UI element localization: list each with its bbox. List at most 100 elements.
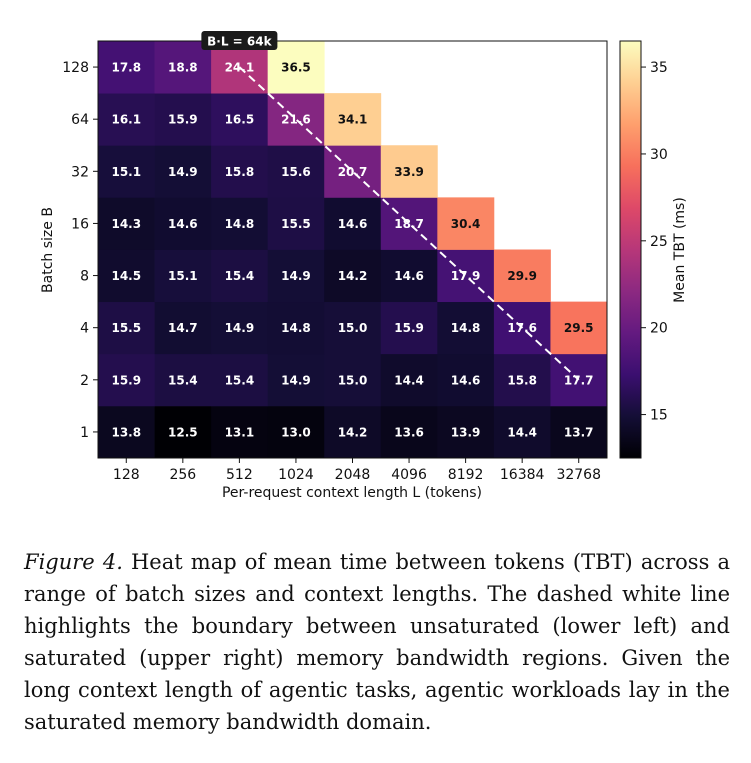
heatmap-cell (267, 405, 325, 459)
heatmap-cell (98, 197, 155, 250)
colorbar-ticks: 15 20 25 30 35 (641, 60, 668, 424)
cell-value-label: 15.9 (168, 113, 198, 127)
heatmap-cell (380, 353, 438, 407)
heatmap-cell (267, 145, 325, 198)
heatmap-cell (211, 301, 269, 355)
cell-value-label: 16.5 (225, 113, 255, 127)
heatmap-cell (324, 301, 382, 355)
boundary-label-box (201, 31, 278, 50)
cell-value-label: 15.0 (338, 373, 368, 387)
heatmap-cell (324, 93, 382, 146)
heatmap-cell (98, 405, 155, 459)
x-tick-label: 4096 (391, 467, 427, 483)
heatmap-cell (493, 249, 551, 303)
heatmap-cell (550, 405, 608, 459)
figure-label: Figure 4. (24, 550, 123, 574)
heatmap-cell (154, 93, 212, 146)
heatmap-cell (267, 93, 325, 146)
cell-value-label: 14.8 (451, 321, 481, 335)
cell-value-label: 14.9 (281, 373, 311, 387)
cell-value-label: 18.8 (168, 61, 198, 75)
heatmap-cell (154, 197, 212, 250)
heatmap-cell (437, 353, 495, 407)
y-tick-label: 4 (80, 321, 89, 337)
cell-value-label: 34.1 (338, 113, 368, 127)
heatmap-cell (437, 405, 495, 459)
caption-text: Heat map of mean time between tokens (TB… (24, 550, 730, 734)
cell-value-label: 14.4 (507, 425, 537, 439)
heatmap-cell (211, 249, 269, 303)
cell-value-label: 15.8 (225, 165, 255, 179)
heatmap-cell (324, 145, 382, 198)
heatmap-cell (380, 145, 438, 198)
heatmap-chart: 13.8 12.5 13.1 13.0 14.2 13.6 13.9 14.4 13.7 15.9… (40, 31, 688, 501)
y-tick-label: 2 (80, 373, 89, 389)
heatmap-cell (267, 353, 325, 407)
y-tick-label: 32 (71, 164, 89, 180)
cell-value-label: 16.1 (111, 113, 141, 127)
heatmap-cell (324, 405, 382, 459)
cell-value-label: 17.9 (451, 269, 481, 283)
cell-value-label: 36.5 (281, 61, 311, 75)
cell-value-label: 14.2 (338, 425, 368, 439)
heatmap-cell (380, 197, 438, 250)
colorbar-tick-label: 15 (650, 408, 668, 424)
cell-value-label: 33.9 (394, 165, 424, 179)
heatmap-cell (267, 41, 325, 94)
y-tick-label: 128 (62, 60, 89, 76)
colorbar-tick-label: 30 (650, 147, 668, 163)
cell-value-label: 15.1 (111, 165, 141, 179)
cell-value-label: 14.9 (168, 165, 198, 179)
y-tick-label: 1 (80, 425, 89, 441)
colorbar (619, 40, 642, 459)
cell-value-label: 15.9 (111, 373, 141, 387)
cell-value-label: 13.1 (225, 425, 255, 439)
cell-value-label: 15.9 (394, 321, 424, 335)
cell-value-label: 14.9 (225, 321, 255, 335)
colorbar-tick-label: 35 (650, 60, 668, 76)
heatmap-cell (98, 249, 155, 303)
cell-value-label: 13.7 (564, 425, 594, 439)
heatmap-cell (211, 93, 269, 146)
x-tick-label: 1024 (278, 467, 314, 483)
heatmap-cell (211, 197, 269, 250)
y-axis-title: Batch size B (40, 207, 56, 293)
cell-value-label: 13.0 (281, 425, 311, 439)
cell-value-label: 18.7 (394, 217, 424, 231)
heatmap-cell (380, 249, 438, 303)
x-tick-label: 16384 (500, 467, 545, 483)
x-axis-title: Per-request context length L (tokens) (222, 485, 482, 501)
cell-value-label: 14.6 (168, 217, 198, 231)
figure-caption: Figure 4. Heat map of mean time between … (24, 546, 730, 738)
cell-value-label: 21.6 (281, 113, 311, 127)
heatmap-cell (154, 405, 212, 459)
colorbar-title: Mean TBT (ms) (672, 197, 688, 303)
cell-value-label: 14.7 (168, 321, 198, 335)
heatmap-cell (98, 145, 155, 198)
cell-value-label: 13.8 (111, 425, 141, 439)
cell-value-label: 14.5 (111, 269, 141, 283)
boundary-overlay: B·L = 64k (201, 31, 580, 381)
heatmap-cell (437, 197, 495, 250)
x-tick-label: 2048 (335, 467, 371, 483)
cell-value-label: 14.8 (225, 217, 255, 231)
cell-value-label: 30.4 (451, 217, 481, 231)
cell-value-label: 12.5 (168, 425, 198, 439)
cell-value-label: 29.5 (564, 321, 594, 335)
x-tick-label: 512 (226, 467, 253, 483)
heatmap-cell (324, 353, 382, 407)
x-tick-label: 256 (169, 467, 196, 483)
cell-value-label: 15.4 (225, 269, 255, 283)
colorbar-tick-label: 20 (650, 321, 668, 337)
cell-value-label: 14.6 (451, 373, 481, 387)
heatmap-cell (380, 301, 438, 355)
y-tick-label: 8 (80, 269, 89, 285)
cell-value-label: 15.5 (111, 321, 141, 335)
cell-value-label: 15.4 (168, 373, 198, 387)
heatmap-cell (380, 405, 438, 459)
cell-value-label: 15.6 (281, 165, 311, 179)
heatmap-cell (154, 249, 212, 303)
cell-value-label: 14.6 (394, 269, 424, 283)
x-tick-label: 8192 (448, 467, 484, 483)
heatmap-cell (154, 301, 212, 355)
